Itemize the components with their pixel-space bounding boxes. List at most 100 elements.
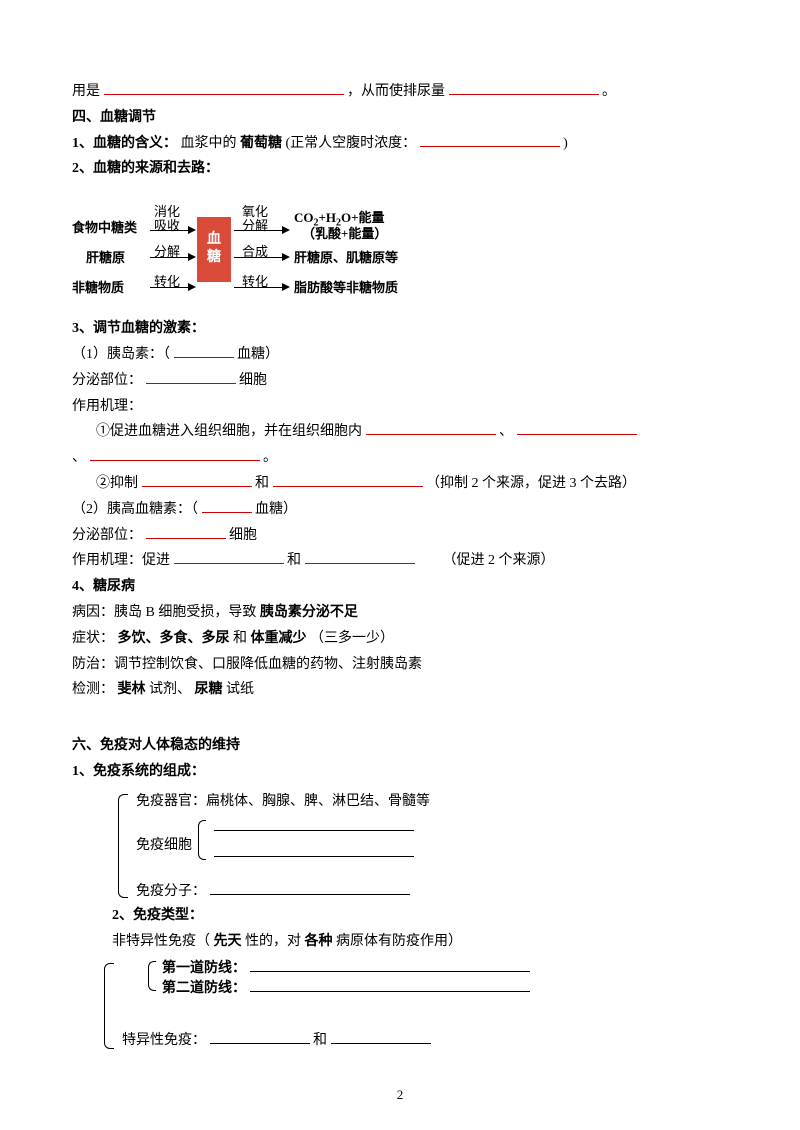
mech2-pre: 作用机理：促进 <box>72 553 170 568</box>
blank-mech2a <box>174 563 284 564</box>
top-pre: 用是 <box>72 84 100 99</box>
blank-secret1 <box>146 383 236 384</box>
arrow-l1 <box>150 230 190 231</box>
nonspec-end: 病原体有防疫作用） <box>336 934 462 949</box>
blank-m2b <box>273 486 423 487</box>
m1-comma1: 、 <box>499 424 513 439</box>
dg-ra2: 合成 <box>242 241 268 263</box>
secret1-pre: 分泌部位： <box>72 373 142 388</box>
glucagon-label: （2）胰高血糖素：（ <box>72 502 198 517</box>
dg-ra1b: 分解 <box>242 215 268 237</box>
arrowhead-r1 <box>282 226 290 234</box>
blank-m2a <box>142 486 252 487</box>
spec-label: 特异性免疫： <box>122 1033 206 1048</box>
dg-left1: 食物中糖类 <box>72 217 137 239</box>
section4-title: 四、血糖调节 <box>72 106 728 130</box>
arrow-r3 <box>234 287 284 288</box>
s4-p1-paren: (正常人空腹时浓度： <box>286 136 417 151</box>
dg-right1d: （乳酸+能量） <box>302 223 387 245</box>
secret2-line: 分泌部位： 细胞 <box>72 524 728 548</box>
s4-p1-text: 血浆中的 <box>181 136 237 151</box>
dg-la2: 分解 <box>154 241 180 263</box>
s4-p4: 4、糖尿病 <box>72 575 728 599</box>
bracket-inner-2 <box>148 961 156 991</box>
dg-la1b: 吸收 <box>154 215 180 237</box>
detect-pre: 检测： <box>72 682 114 697</box>
arrowhead-r3 <box>282 283 290 291</box>
cause-text: 病因：胰岛 B 细胞受损，导致 <box>72 605 256 620</box>
nonspec-mid: 性的，对 <box>245 934 301 949</box>
s4-p1-pre: 1、血糖的含义： <box>72 136 177 151</box>
dg-center: 血糖 <box>197 217 231 281</box>
nonspec-pre: 非特异性免疫（ <box>112 934 210 949</box>
immune-organ: 免疫器官：扁桃体、胸腺、脾、淋巴结、骨髓等 <box>136 790 430 814</box>
s4-p2: 2、血糖的来源和去路： <box>72 157 728 181</box>
spec-blank2 <box>331 1043 431 1044</box>
cause-line: 病因：胰岛 B 细胞受损，导致 胰岛素分泌不足 <box>72 601 728 625</box>
secret1-suf: 细胞 <box>239 373 267 388</box>
symptom-note: （三多一少） <box>310 631 394 646</box>
s4-p1: 1、血糖的含义： 血浆中的 葡萄糖 (正常人空腹时浓度： ) <box>72 132 728 156</box>
nonspec-line: 非特异性免疫（ 先天 性的，对 各种 病原体有防疫作用） <box>72 930 728 954</box>
symptom-bold2: 体重减少 <box>251 631 307 646</box>
symptom-pre: 症状： <box>72 631 114 646</box>
s4-p1-bold: 葡萄糖 <box>240 136 282 151</box>
s4-p3: 3、调节血糖的激素： <box>72 317 728 341</box>
line2-row: 第二道防线： <box>162 977 530 1001</box>
dg-right2: 肝糖原、肌糖原等 <box>294 247 398 269</box>
immune-mol-line: 免疫分子： <box>136 880 410 904</box>
m1-end: 。 <box>263 450 277 465</box>
dg-la3: 转化 <box>154 271 180 293</box>
immune-type-bracket: 第一道防线： 第二道防线： 特异性免疫： 和 <box>72 959 728 1053</box>
immune-mol-blank <box>210 894 410 895</box>
mech2-and: 和 <box>287 553 301 568</box>
insulin-line: （1）胰岛素：（ 血糖） <box>72 343 728 367</box>
line1-blank <box>250 971 530 972</box>
mech1-label: 作用机理： <box>72 395 728 419</box>
arrowhead-r2 <box>282 253 290 261</box>
dg-left2: 肝糖原 <box>86 247 125 269</box>
dg-left3: 非糖物质 <box>72 277 124 299</box>
secret2-pre: 分泌部位： <box>72 528 142 543</box>
top-mid: ，从而使排尿量 <box>347 84 445 99</box>
section6-title: 六、免疫对人体稳态的维持 <box>72 734 728 758</box>
blank-insulin-dir <box>174 357 234 358</box>
blank-conc <box>420 146 560 147</box>
detect-line: 检测： 斐林 试剂、 尿糖 试纸 <box>72 678 728 702</box>
blank-top-1 <box>104 94 344 95</box>
m2-pre: ②抑制 <box>96 476 138 491</box>
immune-system-bracket: 免疫器官：扁桃体、胸腺、脾、淋巴结、骨髓等 免疫细胞 免疫分子： <box>72 790 728 904</box>
glucagon-line: （2）胰高血糖素：（ 血糖） <box>72 498 728 522</box>
bracket-outer-2 <box>104 963 114 1049</box>
mech1-2: 、 。 <box>72 446 728 470</box>
dg-ra3: 转化 <box>242 271 268 293</box>
bracket-outer-1 <box>118 794 128 898</box>
detect-end: 试纸 <box>226 682 254 697</box>
nonspec-bold1: 先天 <box>214 934 242 949</box>
mech2-note: （促进 2 个来源） <box>443 553 555 568</box>
arrowhead-l2 <box>188 253 196 261</box>
symptom-bold1: 多饮、多食、多尿 <box>118 631 230 646</box>
arrow-l3 <box>150 287 190 288</box>
blank-m1c <box>90 460 260 461</box>
spec-row: 特异性免疫： 和 <box>122 1029 431 1053</box>
detect-bold1: 斐林 <box>118 682 146 697</box>
mech1-1: ①促进血糖进入组织细胞，并在组织细胞内 、 <box>72 420 728 444</box>
blank-m1b <box>517 434 637 435</box>
s4-p1-end: ) <box>563 136 568 151</box>
mech1-3: ②抑制 和 （抑制 2 个来源，促进 3 个去路） <box>72 472 728 496</box>
immune-mol: 免疫分子： <box>136 884 206 899</box>
dg-right3: 脂肪酸等非糖物质 <box>294 277 398 299</box>
spec-blank1 <box>210 1043 310 1044</box>
immune-cell: 免疫细胞 <box>136 834 192 858</box>
m2-note: （抑制 2 个来源，促进 3 个去路） <box>426 476 636 491</box>
symptom-mid: 和 <box>233 631 247 646</box>
line2-label: 第二道防线： <box>162 981 246 996</box>
page-number: 2 <box>0 1084 800 1106</box>
secret1-line: 分泌部位： 细胞 <box>72 369 728 393</box>
m2-and: 和 <box>255 476 269 491</box>
nonspec-bold2: 各种 <box>305 934 333 949</box>
blank-mech2b <box>305 563 415 564</box>
blood-sugar-diagram: 食物中糖类 肝糖原 非糖物质 消化 吸收 分解 转化 血糖 氧化 分解 合成 转… <box>72 189 728 309</box>
secret2-suf: 细胞 <box>229 528 257 543</box>
